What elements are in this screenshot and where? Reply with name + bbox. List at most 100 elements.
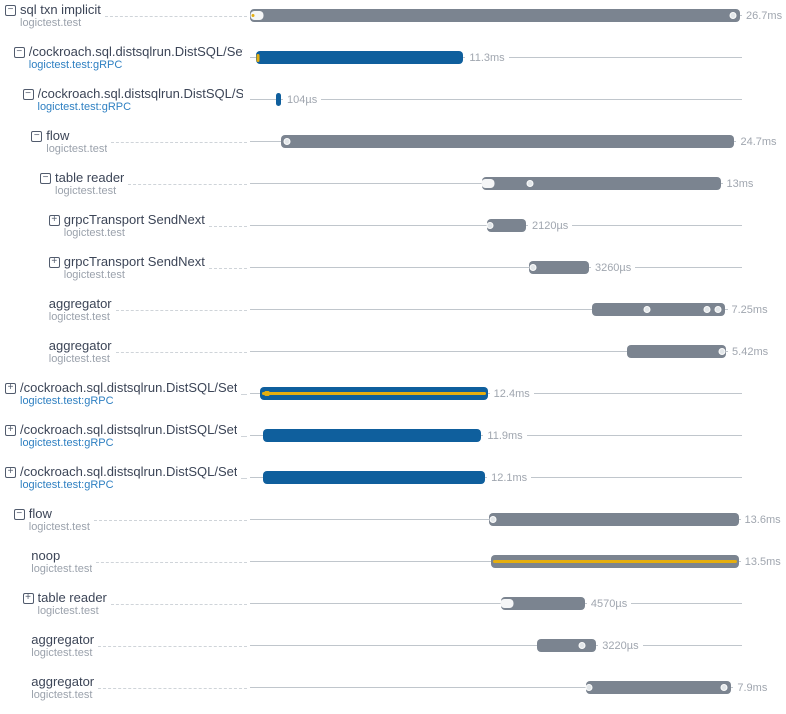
span-title: table reader bbox=[55, 171, 125, 185]
span-service: logictest.test bbox=[48, 353, 110, 365]
trace-row[interactable]: − flow logictest.test 24.7ms bbox=[0, 121, 786, 163]
collapse-icon[interactable]: − bbox=[40, 173, 51, 184]
event-marker-dot bbox=[526, 180, 534, 187]
collapse-icon[interactable]: − bbox=[31, 131, 43, 142]
span-timeline: 13ms bbox=[250, 163, 758, 205]
trace-row[interactable]: + /cockroach.sql.distsqlrun.DistSQL/Set lo… bbox=[0, 415, 786, 457]
span-timeline: 11.3ms bbox=[250, 37, 742, 79]
span-bar[interactable] bbox=[537, 639, 597, 652]
span-service: logictest.test bbox=[48, 311, 110, 323]
leader-dashes bbox=[241, 436, 247, 449]
span-service: logictest.test bbox=[31, 647, 93, 659]
trace-row[interactable]: aggregator logictest.test 5.42ms bbox=[0, 331, 786, 373]
collapse-icon[interactable]: − bbox=[5, 5, 16, 16]
span-name-block: grpcTransport SendNext logictest.test bbox=[64, 213, 205, 239]
expand-icon[interactable]: + bbox=[48, 215, 60, 226]
span-name-block: /cockroach.sql.distsqlrun.DistSQL/Set log… bbox=[20, 381, 237, 407]
span-bar[interactable] bbox=[250, 9, 740, 22]
event-marker-dot bbox=[486, 222, 494, 229]
span-bar[interactable] bbox=[481, 177, 721, 190]
span-name-block: grpcTransport SendNext logictest.test bbox=[64, 255, 205, 281]
span-label: noop logictest.test bbox=[0, 541, 250, 575]
event-marker-yellow-square bbox=[264, 391, 270, 396]
span-timeline: 24.7ms bbox=[250, 121, 781, 163]
leader-dashes bbox=[104, 16, 247, 29]
span-timeline: 2120µs bbox=[250, 205, 742, 247]
span-name-block: aggregator logictest.test bbox=[31, 633, 94, 659]
span-bar[interactable] bbox=[529, 261, 589, 274]
span-label: aggregator logictest.test bbox=[0, 667, 250, 701]
span-service: logictest.test bbox=[20, 17, 82, 29]
trace-row[interactable]: −/cockroach.sql.distsqlrun.DistSQL/S logi… bbox=[0, 79, 786, 121]
span-label: aggregator logictest.test bbox=[0, 331, 250, 365]
leader-dashes bbox=[93, 520, 247, 533]
trace-row[interactable]: + /cockroach.sql.distsqlrun.DistSQL/Set lo… bbox=[0, 373, 786, 415]
span-bar[interactable] bbox=[592, 303, 726, 316]
span-duration: 7.9ms bbox=[733, 682, 772, 694]
span-timeline: 26.7ms bbox=[250, 0, 786, 37]
span-label: − flow logictest.test bbox=[0, 499, 250, 533]
trace-row[interactable]: aggregator logictest.test 3220µs bbox=[0, 625, 786, 667]
trace-row[interactable]: − flow logictest.test 13.6ms bbox=[0, 499, 786, 541]
span-duration: 12.1ms bbox=[487, 472, 532, 484]
span-duration: 26.7ms bbox=[742, 10, 786, 22]
span-bar[interactable] bbox=[256, 51, 464, 64]
span-label: + grpcTransport SendNext logictest.test bbox=[0, 247, 250, 281]
span-bar[interactable] bbox=[486, 219, 526, 232]
span-service: logictest.test:gRPC bbox=[20, 479, 114, 491]
leader-dashes bbox=[111, 142, 247, 155]
span-bar[interactable] bbox=[500, 597, 585, 610]
span-timeline: 7.25ms bbox=[250, 289, 772, 331]
span-name-block: table reader logictest.test bbox=[55, 171, 124, 197]
span-service: logictest.test bbox=[31, 689, 93, 701]
trace-row[interactable]: + grpcTransport SendNext logictest.test 212… bbox=[0, 205, 786, 247]
span-bar[interactable] bbox=[276, 93, 282, 106]
span-name-block: /cockroach.sql.distsqlrun.DistSQL/Set log… bbox=[20, 423, 237, 449]
trace-row[interactable]: + table reader logictest.test 4570µs bbox=[0, 583, 786, 625]
trace-row[interactable]: − table reader logictest.test 13ms bbox=[0, 163, 786, 205]
span-bar[interactable] bbox=[260, 387, 488, 400]
trace-row[interactable]: + /cockroach.sql.distsqlrun.DistSQL/Set lo… bbox=[0, 457, 786, 499]
span-title: grpcTransport SendNext bbox=[63, 255, 205, 269]
expand-icon[interactable]: + bbox=[5, 467, 16, 478]
collapse-icon[interactable]: − bbox=[13, 509, 25, 520]
span-bar[interactable] bbox=[263, 471, 486, 484]
collapse-icon[interactable]: − bbox=[13, 47, 25, 58]
span-title: /cockroach.sql.distsqlrun.DistSQL/Set bbox=[28, 45, 243, 59]
collapse-icon[interactable]: − bbox=[22, 89, 34, 100]
span-bar[interactable] bbox=[626, 345, 727, 358]
expand-icon[interactable]: + bbox=[22, 593, 34, 604]
span-service: logictest.test bbox=[28, 521, 90, 533]
trace-row[interactable]: + grpcTransport SendNext logictest.test 326… bbox=[0, 247, 786, 289]
trace-row[interactable]: − sql txn implicit logictest.test 26.7ms bbox=[0, 0, 786, 37]
span-bar[interactable] bbox=[490, 555, 739, 568]
expand-icon[interactable]: + bbox=[5, 425, 16, 436]
event-marker-pill bbox=[481, 179, 495, 188]
span-timeline: 104µs bbox=[250, 79, 742, 121]
trace-row[interactable]: −/cockroach.sql.distsqlrun.DistSQL/Set lo… bbox=[0, 37, 786, 79]
span-duration: 11.3ms bbox=[465, 52, 509, 64]
trace-row[interactable]: aggregator logictest.test 7.25ms bbox=[0, 289, 786, 331]
span-bar[interactable] bbox=[281, 135, 735, 148]
span-timeline: 3260µs bbox=[250, 247, 742, 289]
span-name-block: flow logictest.test bbox=[29, 507, 90, 533]
expand-icon[interactable]: + bbox=[5, 383, 16, 394]
span-bar[interactable] bbox=[488, 513, 739, 526]
span-timeline: 5.42ms bbox=[250, 331, 773, 373]
expand-icon[interactable]: + bbox=[48, 257, 60, 268]
span-label: − table reader logictest.test bbox=[0, 163, 250, 197]
span-service: logictest.test:gRPC bbox=[20, 395, 114, 407]
span-label: − sql txn implicit logictest.test bbox=[0, 0, 250, 29]
span-bar[interactable] bbox=[263, 429, 482, 442]
span-duration: 3220µs bbox=[598, 640, 643, 652]
trace-row[interactable]: noop logictest.test 13.5ms bbox=[0, 541, 786, 583]
span-title: aggregator bbox=[31, 633, 95, 647]
span-name-block: /cockroach.sql.distsqlrun.DistSQL/Set log… bbox=[29, 45, 243, 71]
trace-row[interactable]: aggregator logictest.test 7.9ms bbox=[0, 667, 786, 709]
span-bar[interactable] bbox=[585, 681, 732, 694]
span-service: logictest.test:gRPC bbox=[37, 101, 132, 113]
highlight-stripe bbox=[492, 560, 737, 563]
span-service: logictest.test bbox=[63, 269, 125, 281]
span-timeline: 11.9ms bbox=[250, 415, 742, 457]
